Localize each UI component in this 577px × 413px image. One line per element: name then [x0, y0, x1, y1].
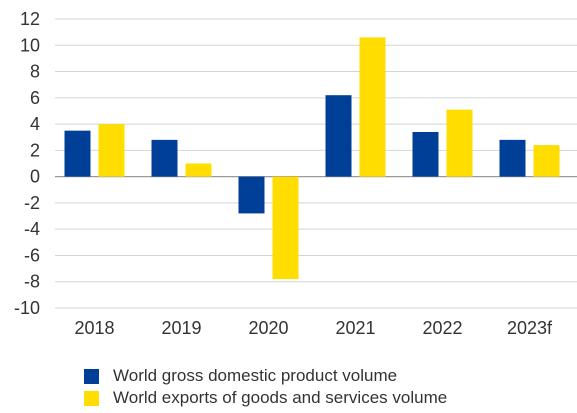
y-tick-label: 12: [20, 9, 40, 29]
y-tick-label: -2: [24, 193, 40, 213]
bars: [64, 37, 560, 280]
x-tick-label: 2023f: [507, 318, 553, 338]
y-tick-label: 8: [30, 62, 40, 82]
x-tick-label: 2019: [161, 318, 201, 338]
bar-gdp-2018: [64, 130, 91, 177]
bar-exports-2018: [98, 124, 125, 177]
bar-gdp-2019: [151, 139, 178, 177]
bar-exports-2020: [272, 176, 299, 280]
y-tick-label: 0: [30, 167, 40, 187]
bar-gdp-2023f: [499, 139, 526, 177]
bar-exports-2021: [359, 37, 386, 177]
x-tick-label: 2022: [422, 318, 462, 338]
bar-exports-2019: [185, 163, 212, 177]
y-tick-label: 4: [30, 114, 40, 134]
x-axis-ticks: 2018 2019 2020 2021 2022 2023f: [74, 318, 553, 338]
legend-item-gdp: World gross domestic product volume: [84, 365, 447, 387]
y-tick-label: 6: [30, 88, 40, 108]
bar-chart: 12 10 8 6 4 2 0 -2 -4 -6 -8 -10 2018 2019 2020 2021 202…: [14, 9, 577, 338]
bar-exports-2022: [446, 109, 473, 177]
bar-gdp-2020: [238, 176, 265, 214]
legend-swatch-gdp: [84, 368, 99, 384]
y-tick-label: -10: [14, 298, 40, 318]
bar-gdp-2022: [412, 131, 439, 177]
y-tick-label: 10: [20, 35, 40, 55]
legend-label-exports: World exports of goods and services volu…: [113, 388, 448, 407]
legend-swatch-exports: [84, 390, 99, 406]
x-tick-label: 2018: [74, 318, 114, 338]
legend-item-exports: World exports of goods and services volu…: [84, 387, 447, 409]
y-tick-label: -6: [24, 245, 40, 265]
y-axis-ticks: 12 10 8 6 4 2 0 -2 -4 -6 -8 -10: [14, 9, 40, 318]
gridlines: [55, 18, 577, 309]
x-tick-label: 2021: [335, 318, 375, 338]
y-tick-label: -4: [24, 219, 40, 239]
bar-exports-2023f: [533, 145, 560, 177]
y-tick-label: 2: [30, 140, 40, 160]
y-tick-label: -8: [24, 272, 40, 292]
x-tick-label: 2020: [248, 318, 288, 338]
bar-gdp-2021: [325, 95, 352, 177]
legend: World gross domestic product volume Worl…: [84, 365, 447, 409]
legend-label-gdp: World gross domestic product volume: [113, 366, 398, 385]
